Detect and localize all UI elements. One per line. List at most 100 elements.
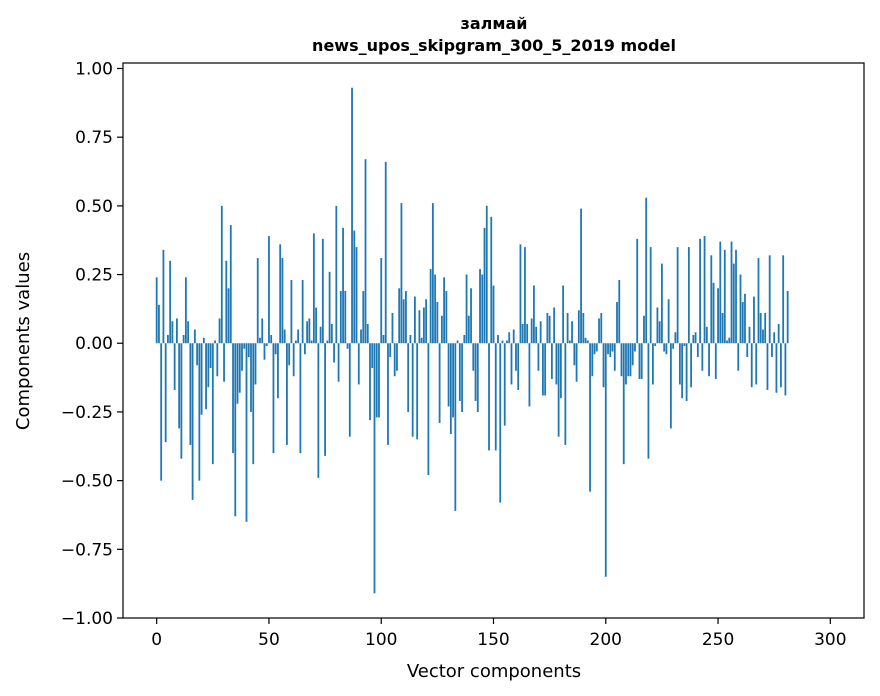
- y-tick-label: 0.00: [75, 334, 113, 354]
- bar: [625, 343, 627, 385]
- bar: [539, 321, 542, 344]
- bar: [559, 343, 562, 399]
- bar: [234, 343, 237, 517]
- bar: [218, 318, 221, 344]
- bar: [631, 343, 634, 366]
- bar: [193, 329, 196, 344]
- bar: [645, 197, 648, 344]
- y-tick-label: 0.75: [75, 128, 113, 148]
- bar: [782, 255, 785, 344]
- bar: [301, 280, 304, 344]
- bar: [721, 313, 724, 344]
- bar: [661, 263, 663, 344]
- bar: [333, 343, 335, 363]
- bar: [263, 343, 266, 360]
- bar: [595, 343, 598, 352]
- bar: [429, 269, 432, 344]
- bar: [391, 313, 394, 344]
- y-tick-label: −0.25: [61, 403, 113, 423]
- bar: [674, 332, 677, 344]
- bar: [744, 293, 746, 344]
- bar: [162, 249, 165, 344]
- bar: [620, 343, 623, 377]
- bar: [369, 343, 371, 421]
- bar: [510, 343, 513, 385]
- bar: [191, 343, 194, 500]
- bar: [669, 343, 672, 429]
- bar: [342, 227, 344, 344]
- bar: [198, 343, 201, 481]
- bar: [209, 343, 212, 368]
- bar: [550, 343, 553, 379]
- bar: [712, 282, 715, 344]
- bar: [405, 291, 407, 344]
- bar: [717, 288, 719, 344]
- bar: [584, 337, 587, 344]
- bar: [764, 313, 767, 344]
- bar: [431, 203, 434, 344]
- bar: [173, 343, 176, 390]
- bar: [268, 236, 270, 344]
- bar: [604, 343, 607, 577]
- bar: [490, 216, 493, 344]
- bar: [200, 343, 203, 415]
- bar: [629, 343, 632, 377]
- bar: [436, 302, 439, 344]
- bar: [537, 343, 540, 371]
- bar: [364, 159, 367, 344]
- bar: [164, 343, 167, 443]
- bar: [656, 307, 659, 344]
- bar: [521, 324, 524, 344]
- bar: [337, 343, 340, 382]
- bar: [775, 343, 778, 393]
- bar: [586, 340, 589, 344]
- bar: [387, 343, 389, 445]
- bar: [326, 340, 329, 344]
- bar: [324, 343, 326, 456]
- bar: [434, 274, 437, 344]
- bar: [517, 343, 520, 390]
- bar: [315, 307, 318, 344]
- bar: [243, 343, 246, 349]
- bar: [283, 329, 286, 344]
- bar: [488, 343, 490, 451]
- bar: [339, 291, 342, 344]
- bar: [512, 329, 515, 344]
- bar: [158, 304, 160, 344]
- bar: [241, 343, 243, 371]
- bar: [739, 274, 742, 344]
- bar: [409, 335, 412, 344]
- bar: [292, 343, 295, 377]
- x-tick-label: 50: [258, 630, 280, 650]
- bar: [238, 343, 241, 393]
- bar: [780, 343, 782, 388]
- bar: [503, 343, 506, 426]
- bar: [472, 343, 475, 371]
- bar: [366, 324, 369, 344]
- bar: [456, 340, 459, 344]
- bar: [281, 258, 284, 344]
- bar: [465, 274, 468, 344]
- bar: [373, 343, 376, 594]
- bar: [175, 318, 178, 344]
- x-tick-label: 100: [365, 630, 397, 650]
- bar: [328, 271, 331, 344]
- bar: [277, 343, 279, 399]
- bar: [220, 205, 223, 344]
- bar: [463, 335, 466, 344]
- bar: [252, 343, 255, 465]
- y-tick-label: −0.75: [61, 540, 113, 560]
- bar: [427, 343, 430, 476]
- bar: [250, 343, 252, 412]
- bar: [196, 343, 198, 366]
- bar: [568, 340, 571, 344]
- bar: [371, 343, 374, 368]
- bar: [726, 340, 728, 344]
- bar: [766, 343, 769, 390]
- bar: [737, 343, 740, 371]
- bar: [169, 260, 172, 344]
- bar: [422, 307, 425, 344]
- bar: [389, 343, 392, 357]
- bar: [602, 343, 605, 388]
- bar: [681, 343, 684, 399]
